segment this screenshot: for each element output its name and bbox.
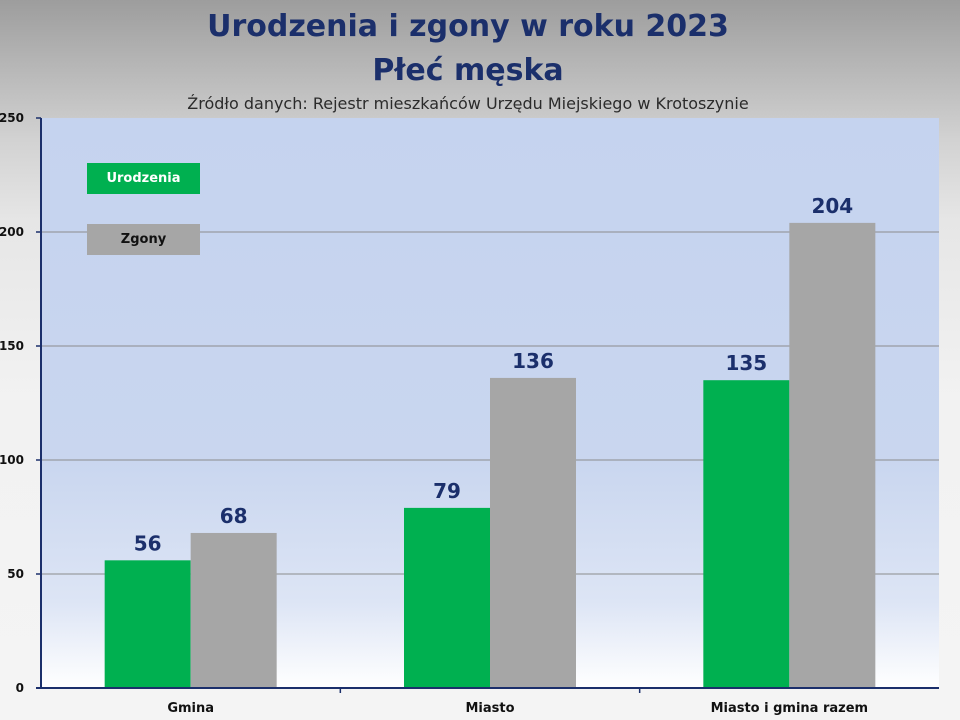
legend-item-deaths: Zgony (87, 224, 200, 255)
labels: 0 50 100 150 200 250 56 68 Gmina 79 136 Miasto 135 20… (0, 111, 868, 716)
bar-births-1 (404, 507, 490, 688)
x-tick-label: Gmina (167, 701, 214, 716)
data-label: 135 (725, 351, 767, 375)
x-tick-label: Miasto i gmina razem (711, 701, 869, 716)
y-tick-label: 100 (0, 453, 24, 467)
y-tick-label: 250 (0, 111, 24, 125)
data-source-note: Źródło danych: Rejestr mieszkańców Urzęd… (187, 94, 749, 113)
data-label: 68 (220, 504, 248, 528)
bar-deaths-1 (490, 377, 576, 688)
chart-title: Urodzenia i zgony w roku 2023 (207, 9, 729, 44)
y-tick-label: 0 (16, 681, 24, 695)
bar-births-2 (703, 380, 790, 688)
chart-subtitle: Płeć męska (372, 53, 564, 88)
bar-deaths-2 (789, 222, 876, 688)
legend-item-births: Urodzenia (87, 163, 200, 194)
data-label: 204 (811, 194, 853, 218)
y-tick-label: 150 (0, 339, 24, 353)
y-tick-label: 50 (7, 567, 24, 581)
y-tick-label: 200 (0, 225, 24, 239)
bar-births-0 (104, 560, 191, 688)
x-tick-label: Miasto (465, 701, 514, 716)
bar-deaths-0 (190, 532, 277, 688)
data-label: 136 (512, 349, 554, 373)
bars (104, 222, 876, 688)
axes (36, 117, 939, 693)
data-label: 56 (134, 531, 162, 555)
data-label: 79 (433, 479, 461, 503)
